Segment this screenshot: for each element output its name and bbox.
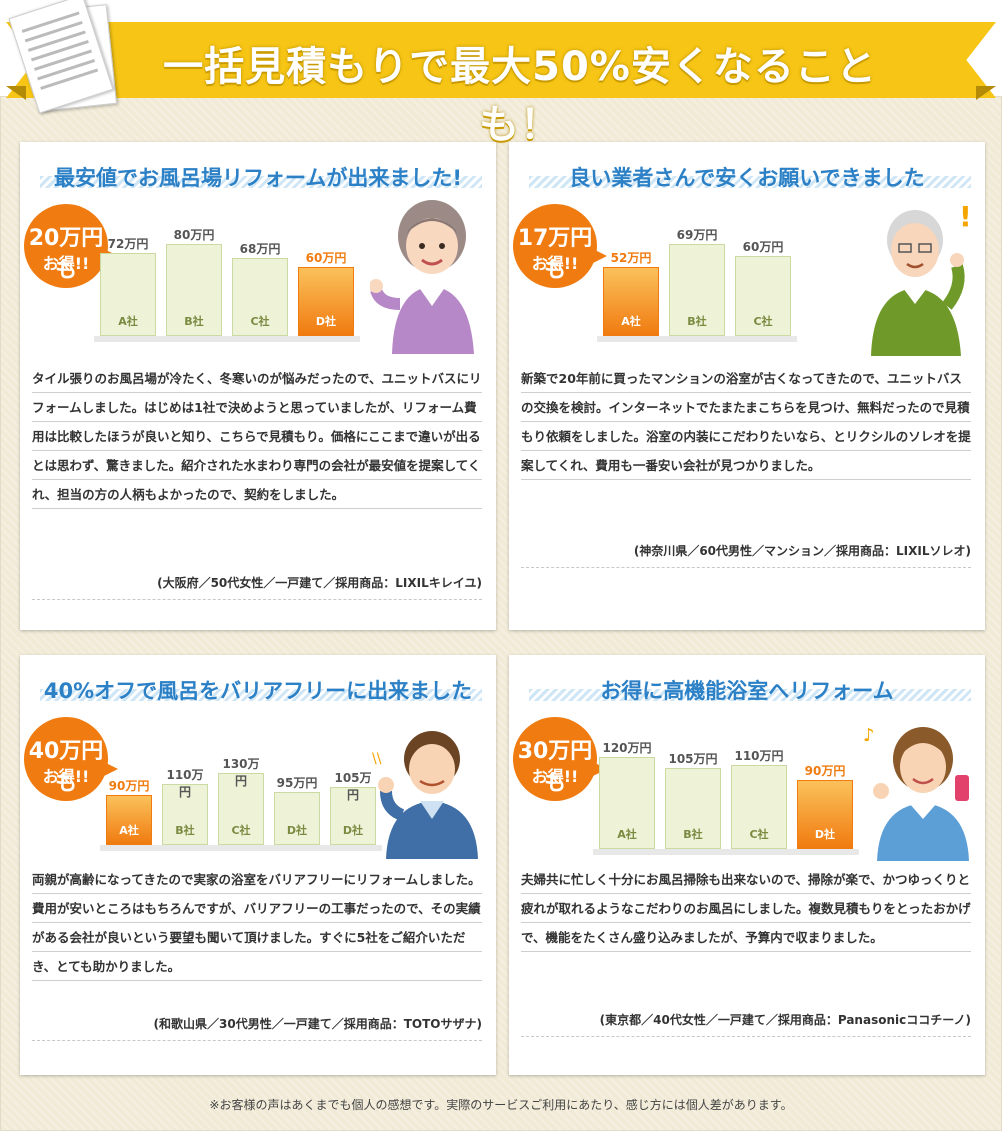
bar-company-label: D社 — [286, 824, 308, 837]
testimonial-title: 最安値でお風呂場リフォームが出来ました! — [54, 166, 462, 190]
bar-company-label: C社 — [749, 828, 769, 841]
chart-bar: C社 — [232, 258, 288, 336]
testimonial-body: タイル張りのお風呂場が冷たく、冬寒いのが悩みだったので、ユニットバスにリフォーム… — [32, 364, 482, 509]
bar-value-label: 95万円 — [276, 776, 318, 790]
chart-bar: D社 — [797, 780, 853, 849]
savings-badge: 30万円も お得!! — [513, 717, 607, 801]
bar-company-label: A社 — [621, 315, 641, 328]
savings-label: お得!! — [42, 767, 90, 786]
bar-company-label: D社 — [315, 315, 337, 328]
header-ribbon — [6, 22, 996, 98]
older-man-illustration: ! — [871, 200, 972, 356]
title-underline — [529, 689, 971, 701]
testimonial-body: 新築で20年前に買ったマンションの浴室が古くなってきたので、ユニットバスの交換を… — [521, 364, 971, 480]
bar-value-label: 110万円 — [166, 768, 204, 799]
bar-value-label: 90万円 — [804, 764, 846, 778]
testimonial-title: 40%オフで風呂をバリアフリーに出来ました — [43, 679, 473, 703]
testimonial-card: 最安値でお風呂場リフォームが出来ました! 20万円も お得!! A社 72万円 B社… — [20, 142, 496, 630]
bar-company-label: A社 — [617, 828, 637, 841]
chart-bar: D社 — [330, 787, 376, 845]
testimonial-card: 良い業者さんで安くお願いできました 17万円も お得!! A社 52万円 B社 69万… — [509, 142, 985, 630]
chart-bar: A社 — [100, 253, 156, 336]
savings-amount: 20万円も — [28, 226, 104, 283]
savings-label: お得!! — [42, 254, 90, 273]
price-comparison-chart: A社 72万円 B社 80万円 C社 68万円 D社 60万円 — [94, 222, 400, 342]
bar-company-label: A社 — [119, 824, 139, 837]
customer-info: (大阪府／50代女性／一戸建て／採用商品：LIXILキレイユ) — [32, 574, 482, 600]
disclaimer: ※お客様の声はあくまでも個人の感想です。実際のサービスご利用にあたり、感じ方には… — [209, 1098, 793, 1112]
title-underline — [529, 176, 971, 188]
chart-baseline — [94, 336, 360, 342]
svg-text:!: ! — [959, 200, 972, 233]
chart-bar: A社 — [599, 757, 655, 849]
bar-company-label: B社 — [683, 828, 703, 841]
savings-label: お得!! — [531, 254, 579, 273]
savings-amount: 17万円も — [517, 226, 593, 283]
customer-info: (神奈川県／60代男性／マンション／採用商品：LIXILソレオ) — [521, 542, 971, 568]
testimonial-body: 夫婦共に忙しく十分にお風呂掃除も出来ないので、掃除が楽で、かつゆっくりと疲れが取… — [521, 865, 971, 952]
savings-label: お得!! — [531, 767, 579, 786]
chart-bar: B社 — [166, 244, 222, 336]
savings-amount: 40万円も — [28, 739, 104, 796]
title-underline — [40, 689, 482, 701]
testimonial-title: お得に高機能浴室へリフォーム — [600, 679, 894, 703]
bar-company-label: A社 — [118, 315, 138, 328]
chart-bar: C社 — [218, 773, 264, 845]
chart-bar: C社 — [731, 765, 787, 849]
testimonial-card: お得に高機能浴室へリフォーム 30万円も お得!! A社 120万円 B社 105万円… — [509, 655, 985, 1075]
bar-company-label: B社 — [175, 824, 195, 837]
price-comparison-chart: A社 90万円 B社 110万円 C社 130万円 D社 95万円 D社 105万円 — [100, 751, 382, 851]
woman-with-phone-illustration: ♪ — [863, 725, 969, 861]
customer-info: (東京都／40代女性／一戸建て／採用商品：Panasonicココチーノ) — [521, 1011, 971, 1037]
man-thumbs-up-illustration: \\ — [372, 731, 478, 859]
chart-bar: B社 — [669, 244, 725, 336]
chart-baseline — [597, 336, 797, 342]
bar-value-label: 130万円 — [222, 757, 260, 788]
bar-company-label: C社 — [250, 315, 270, 328]
bar-company-label: B社 — [184, 315, 204, 328]
chart-bar: D社 — [274, 792, 320, 845]
price-comparison-chart: A社 52万円 B社 69万円 C社 60万円 — [597, 222, 873, 342]
bar-value-label: 110万円 — [734, 749, 784, 763]
bar-value-label: 52万円 — [610, 251, 652, 265]
chart-bar: A社 — [106, 795, 152, 845]
chart-bar: C社 — [735, 256, 791, 336]
bar-company-label: B社 — [687, 315, 707, 328]
bar-value-label: 120万円 — [602, 741, 652, 755]
bar-company-label: D社 — [342, 824, 364, 837]
bar-value-label: 68万円 — [239, 242, 281, 256]
savings-amount: 30万円も — [517, 739, 593, 796]
chart-bar: B社 — [665, 768, 721, 849]
bar-value-label: 90万円 — [108, 779, 150, 793]
chart-baseline — [100, 845, 382, 851]
bar-value-label: 105万円 — [334, 771, 372, 802]
older-woman-illustration — [370, 200, 474, 354]
chart-bar: B社 — [162, 784, 208, 845]
bar-value-label: 105万円 — [668, 752, 718, 766]
testimonial-title: 良い業者さんで安くお願いできました — [569, 166, 925, 190]
savings-badge: 20万円も お得!! — [24, 204, 118, 288]
savings-badge: 40万円も お得!! — [24, 717, 118, 801]
chart-bar: D社 — [298, 267, 354, 336]
bar-value-label: 60万円 — [305, 251, 347, 265]
savings-badge: 17万円も お得!! — [513, 204, 607, 288]
chart-baseline — [593, 849, 859, 855]
bar-value-label: 72万円 — [107, 237, 149, 251]
bar-value-label: 60万円 — [742, 240, 784, 254]
testimonial-body: 両親が高齢になってきたので実家の浴室をバリアフリーにリフォームしました。費用が安… — [32, 865, 482, 981]
svg-text:\\: \\ — [372, 751, 382, 767]
svg-text:♪: ♪ — [863, 725, 875, 746]
customer-info: (和歌山県／30代男性／一戸建て／採用商品：TOTOサザナ) — [32, 1015, 482, 1041]
bar-company-label: D社 — [814, 828, 836, 841]
page-title: 一括見積もりで最大50%安くなることも！ — [163, 44, 877, 148]
chart-bar: A社 — [603, 267, 659, 336]
price-comparison-chart: A社 120万円 B社 105万円 C社 110万円 D社 90万円 — [593, 735, 859, 855]
bar-value-label: 80万円 — [173, 228, 215, 242]
testimonial-card: 40%オフで風呂をバリアフリーに出来ました 40万円も お得!! A社 90万円 B… — [20, 655, 496, 1075]
title-underline — [40, 176, 482, 188]
bar-company-label: C社 — [753, 315, 773, 328]
bar-value-label: 69万円 — [676, 228, 718, 242]
bar-company-label: C社 — [231, 824, 251, 837]
